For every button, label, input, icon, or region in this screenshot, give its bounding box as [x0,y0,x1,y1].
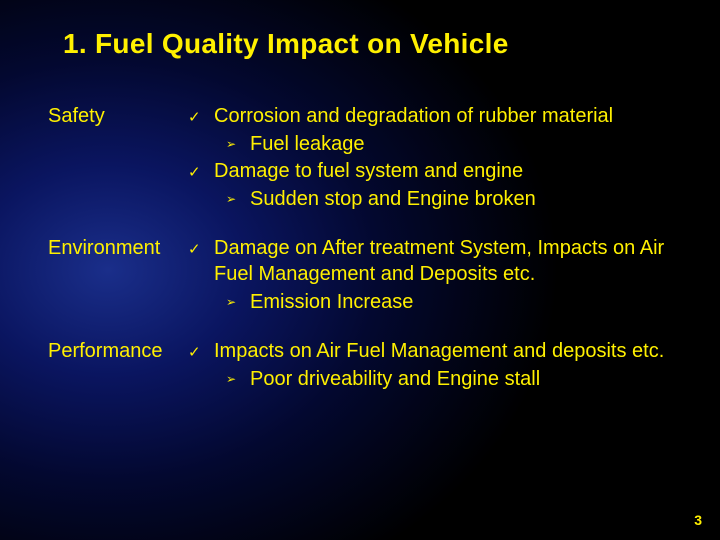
check-icon: ✓ [188,159,214,182]
sub-list-item: ➢ Sudden stop and Engine broken [226,187,672,213]
arrow-icon: ➢ [226,187,250,207]
section-environment: Environment ✓ Damage on After treatment … [48,236,672,317]
item-list: ✓ Impacts on Air Fuel Management and dep… [188,339,672,394]
item-text: Damage to fuel system and engine [214,159,672,185]
sub-list-item: ➢ Poor driveability and Engine stall [226,367,672,393]
section-performance: Performance ✓ Impacts on Air Fuel Manage… [48,339,672,394]
slide-title: 1. Fuel Quality Impact on Vehicle [63,28,672,60]
category-label: Environment [48,236,188,260]
list-item: ✓ Damage to fuel system and engine [188,159,672,185]
category-label: Performance [48,339,188,363]
sub-list-item: ➢ Fuel leakage [226,132,672,158]
category-label: Safety [48,104,188,128]
list-item: ✓ Corrosion and degradation of rubber ma… [188,104,672,130]
list-item: ✓ Impacts on Air Fuel Management and dep… [188,339,672,365]
section-safety: Safety ✓ Corrosion and degradation of ru… [48,104,672,214]
sub-list-item: ➢ Emission Increase [226,290,672,316]
arrow-icon: ➢ [226,290,250,310]
arrow-icon: ➢ [226,132,250,152]
check-icon: ✓ [188,339,214,362]
sub-item-text: Poor driveability and Engine stall [250,367,672,393]
sub-item-text: Emission Increase [250,290,672,316]
slide: 1. Fuel Quality Impact on Vehicle Safety… [0,0,720,540]
item-list: ✓ Damage on After treatment System, Impa… [188,236,672,317]
item-text: Corrosion and degradation of rubber mate… [214,104,672,130]
sub-item-text: Sudden stop and Engine broken [250,187,672,213]
item-text: Damage on After treatment System, Impact… [214,236,672,287]
sub-item-text: Fuel leakage [250,132,672,158]
item-text: Impacts on Air Fuel Management and depos… [214,339,672,365]
item-list: ✓ Corrosion and degradation of rubber ma… [188,104,672,214]
check-icon: ✓ [188,104,214,127]
arrow-icon: ➢ [226,367,250,387]
list-item: ✓ Damage on After treatment System, Impa… [188,236,672,287]
page-number: 3 [694,512,702,528]
check-icon: ✓ [188,236,214,259]
